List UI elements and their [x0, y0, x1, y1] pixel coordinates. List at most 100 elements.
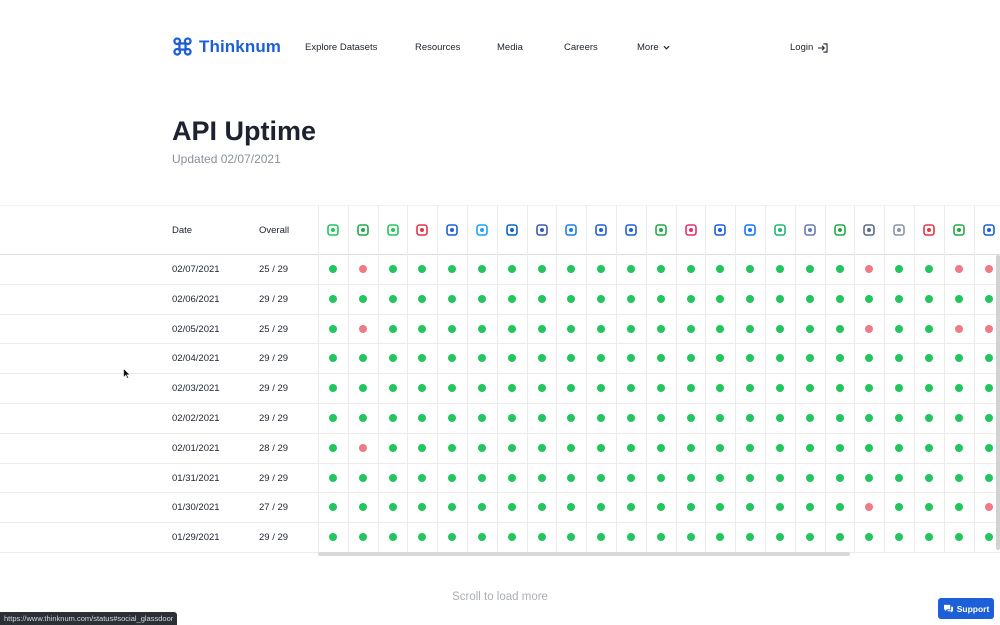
- status-up-dot[interactable]: [954, 354, 963, 363]
- info-icon[interactable]: [445, 223, 459, 237]
- status-up-dot[interactable]: [775, 443, 784, 452]
- status-up-dot[interactable]: [775, 324, 784, 333]
- glassdoor-icon[interactable]: [356, 223, 370, 237]
- status-up-dot[interactable]: [805, 384, 814, 393]
- status-up-dot[interactable]: [626, 354, 635, 363]
- status-up-dot[interactable]: [656, 473, 665, 482]
- status-up-dot[interactable]: [537, 533, 546, 542]
- status-up-dot[interactable]: [805, 413, 814, 422]
- status-up-dot[interactable]: [656, 294, 665, 303]
- status-up-dot[interactable]: [835, 354, 844, 363]
- status-up-dot[interactable]: [805, 473, 814, 482]
- status-up-dot[interactable]: [597, 533, 606, 542]
- status-up-dot[interactable]: [656, 354, 665, 363]
- store-icon[interactable]: [624, 223, 638, 237]
- status-up-dot[interactable]: [686, 413, 695, 422]
- status-up-dot[interactable]: [448, 264, 457, 273]
- status-up-dot[interactable]: [358, 503, 367, 512]
- vertical-scrollbar[interactable]: [996, 255, 1000, 550]
- status-up-dot[interactable]: [477, 503, 486, 512]
- status-up-dot[interactable]: [805, 324, 814, 333]
- status-up-dot[interactable]: [865, 384, 874, 393]
- status-up-dot[interactable]: [686, 473, 695, 482]
- status-up-dot[interactable]: [507, 324, 516, 333]
- status-up-dot[interactable]: [835, 384, 844, 393]
- status-up-dot[interactable]: [746, 473, 755, 482]
- status-up-dot[interactable]: [358, 473, 367, 482]
- status-up-dot[interactable]: [924, 473, 933, 482]
- status-up-dot[interactable]: [507, 473, 516, 482]
- status-up-dot[interactable]: [448, 354, 457, 363]
- status-down-dot[interactable]: [865, 503, 874, 512]
- status-up-dot[interactable]: [597, 384, 606, 393]
- status-up-dot[interactable]: [477, 413, 486, 422]
- status-up-dot[interactable]: [388, 533, 397, 542]
- status-up-dot[interactable]: [805, 503, 814, 512]
- status-up-dot[interactable]: [567, 413, 576, 422]
- status-up-dot[interactable]: [775, 503, 784, 512]
- status-up-dot[interactable]: [626, 443, 635, 452]
- status-up-dot[interactable]: [477, 294, 486, 303]
- status-up-dot[interactable]: [775, 354, 784, 363]
- status-up-dot[interactable]: [775, 384, 784, 393]
- status-up-dot[interactable]: [328, 354, 337, 363]
- health-icon[interactable]: [922, 223, 936, 237]
- status-up-dot[interactable]: [686, 384, 695, 393]
- status-up-dot[interactable]: [716, 533, 725, 542]
- status-up-dot[interactable]: [567, 384, 576, 393]
- status-up-dot[interactable]: [805, 294, 814, 303]
- pie-chart-icon[interactable]: [594, 223, 608, 237]
- status-up-dot[interactable]: [686, 324, 695, 333]
- status-up-dot[interactable]: [716, 324, 725, 333]
- status-up-dot[interactable]: [328, 324, 337, 333]
- status-up-dot[interactable]: [954, 294, 963, 303]
- status-up-dot[interactable]: [895, 324, 904, 333]
- status-up-dot[interactable]: [626, 294, 635, 303]
- status-up-dot[interactable]: [537, 324, 546, 333]
- status-up-dot[interactable]: [656, 324, 665, 333]
- status-up-dot[interactable]: [656, 264, 665, 273]
- status-up-dot[interactable]: [626, 503, 635, 512]
- status-up-dot[interactable]: [835, 413, 844, 422]
- status-up-dot[interactable]: [507, 384, 516, 393]
- status-down-dot[interactable]: [358, 264, 367, 273]
- status-up-dot[interactable]: [775, 413, 784, 422]
- status-up-dot[interactable]: [567, 533, 576, 542]
- login-link[interactable]: Login: [790, 42, 828, 53]
- status-up-dot[interactable]: [775, 473, 784, 482]
- status-up-dot[interactable]: [865, 443, 874, 452]
- status-up-dot[interactable]: [746, 294, 755, 303]
- status-up-dot[interactable]: [388, 324, 397, 333]
- status-up-dot[interactable]: [746, 503, 755, 512]
- book-icon[interactable]: [982, 223, 996, 237]
- status-up-dot[interactable]: [358, 533, 367, 542]
- status-up-dot[interactable]: [388, 443, 397, 452]
- status-up-dot[interactable]: [358, 294, 367, 303]
- status-up-dot[interactable]: [567, 354, 576, 363]
- status-down-dot[interactable]: [984, 264, 993, 273]
- status-up-dot[interactable]: [656, 503, 665, 512]
- job-listings-icon[interactable]: [326, 223, 340, 237]
- status-up-dot[interactable]: [388, 413, 397, 422]
- status-up-dot[interactable]: [984, 473, 993, 482]
- status-up-dot[interactable]: [567, 294, 576, 303]
- status-up-dot[interactable]: [597, 324, 606, 333]
- status-up-dot[interactable]: [626, 473, 635, 482]
- status-up-dot[interactable]: [626, 264, 635, 273]
- status-up-dot[interactable]: [477, 354, 486, 363]
- status-up-dot[interactable]: [686, 294, 695, 303]
- status-up-dot[interactable]: [626, 533, 635, 542]
- status-up-dot[interactable]: [448, 384, 457, 393]
- status-up-dot[interactable]: [984, 384, 993, 393]
- facebook-icon[interactable]: [743, 223, 757, 237]
- status-up-dot[interactable]: [358, 413, 367, 422]
- status-up-dot[interactable]: [328, 533, 337, 542]
- status-up-dot[interactable]: [507, 354, 516, 363]
- status-up-dot[interactable]: [567, 264, 576, 273]
- status-up-dot[interactable]: [805, 354, 814, 363]
- status-up-dot[interactable]: [388, 384, 397, 393]
- status-up-dot[interactable]: [328, 473, 337, 482]
- car-icon[interactable]: [862, 223, 876, 237]
- status-up-dot[interactable]: [746, 324, 755, 333]
- status-up-dot[interactable]: [924, 384, 933, 393]
